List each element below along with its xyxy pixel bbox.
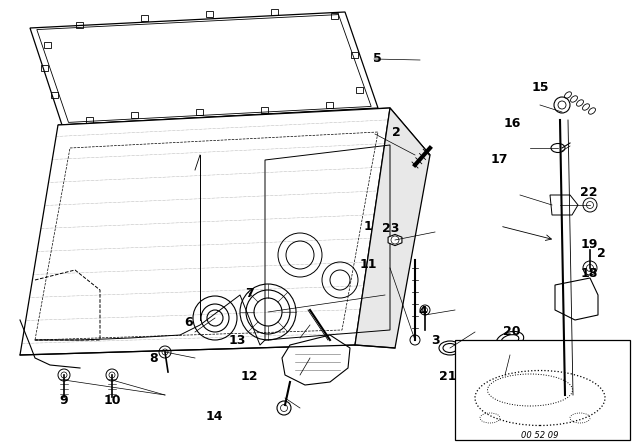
- Text: 23: 23: [381, 222, 399, 235]
- Bar: [356, 87, 363, 93]
- Polygon shape: [20, 108, 390, 355]
- Text: 2: 2: [597, 246, 606, 260]
- Text: 4: 4: [418, 305, 427, 318]
- Text: 19: 19: [580, 237, 598, 251]
- Bar: [271, 9, 278, 15]
- Text: 10: 10: [103, 394, 121, 408]
- Bar: [326, 102, 333, 108]
- Text: 1: 1: [364, 220, 372, 233]
- Polygon shape: [282, 335, 350, 385]
- Bar: [41, 65, 48, 71]
- Polygon shape: [30, 12, 378, 125]
- Text: 15: 15: [532, 81, 550, 94]
- Polygon shape: [355, 108, 430, 348]
- Bar: [331, 13, 338, 19]
- Text: 20: 20: [503, 325, 521, 338]
- Text: 8: 8: [149, 352, 158, 365]
- Text: 14: 14: [205, 410, 223, 423]
- Bar: [86, 117, 93, 123]
- Bar: [261, 107, 268, 113]
- Text: 2: 2: [392, 125, 401, 139]
- Text: 3: 3: [431, 334, 440, 347]
- Bar: [141, 15, 148, 21]
- Text: 5: 5: [373, 52, 382, 65]
- Bar: [196, 109, 203, 115]
- Bar: [351, 52, 358, 58]
- Text: 16: 16: [503, 116, 521, 130]
- Text: 7: 7: [245, 287, 254, 300]
- Text: 17: 17: [490, 152, 508, 166]
- Text: 9: 9: [60, 394, 68, 408]
- Bar: [51, 92, 58, 98]
- Polygon shape: [58, 108, 430, 170]
- Text: 6: 6: [184, 316, 193, 329]
- Polygon shape: [388, 234, 402, 246]
- Text: 18: 18: [580, 267, 598, 280]
- Bar: [206, 11, 213, 17]
- Text: 12: 12: [241, 370, 259, 383]
- Text: 22: 22: [580, 186, 598, 199]
- Polygon shape: [550, 195, 578, 215]
- Bar: [455, 340, 630, 440]
- Text: 00 52 09: 00 52 09: [521, 431, 559, 439]
- Text: 13: 13: [228, 334, 246, 347]
- Bar: [76, 22, 83, 28]
- Polygon shape: [555, 278, 598, 320]
- Text: 11: 11: [359, 258, 377, 271]
- Text: 21: 21: [439, 370, 457, 383]
- Bar: [44, 42, 51, 48]
- Bar: [131, 112, 138, 118]
